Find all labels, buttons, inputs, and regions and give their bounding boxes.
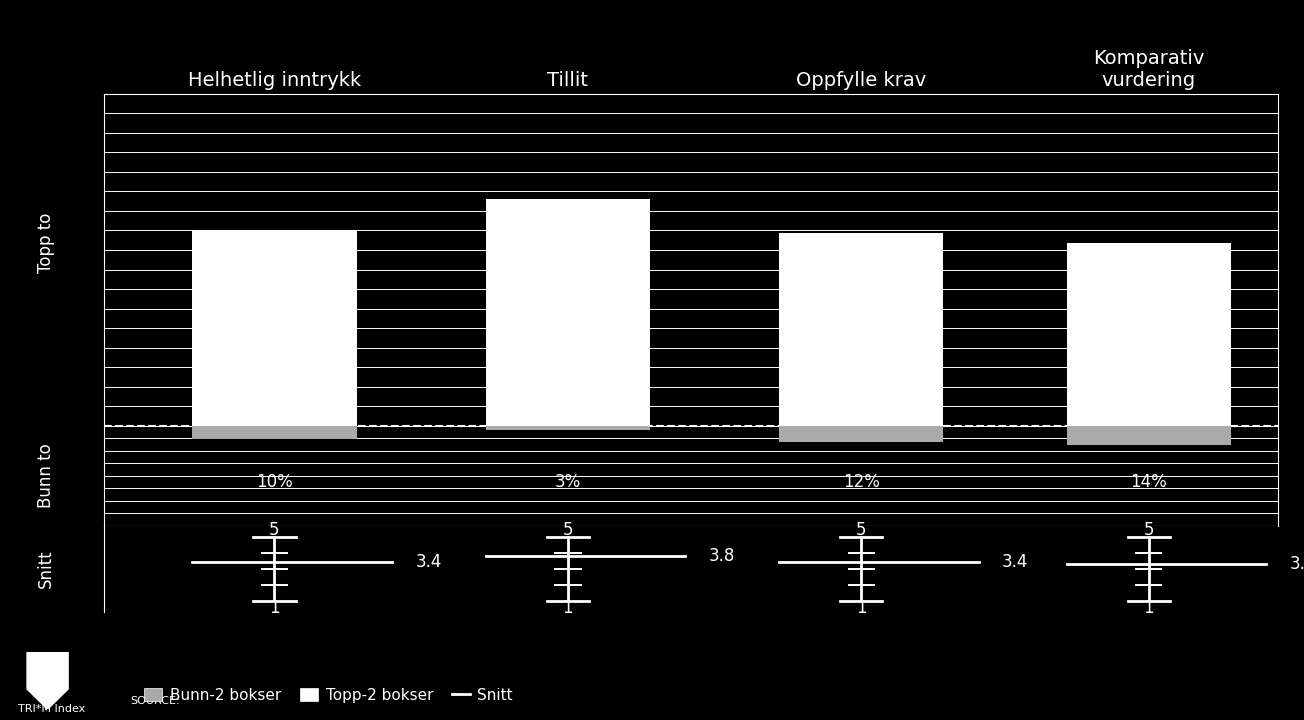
Text: Tillit: Tillit — [548, 71, 588, 90]
Text: 1: 1 — [1144, 599, 1154, 617]
Text: 5: 5 — [562, 521, 574, 539]
Text: SOURCE:: SOURCE: — [130, 696, 180, 706]
Text: 3.3: 3.3 — [1290, 555, 1304, 573]
Bar — [1067, 426, 1231, 444]
Bar — [193, 230, 357, 426]
Text: 12%: 12% — [842, 474, 880, 491]
Text: Helhetlig inntrykk: Helhetlig inntrykk — [188, 71, 361, 90]
Legend: Bunn-2 bokser, Topp-2 bokser, Snitt: Bunn-2 bokser, Topp-2 bokser, Snitt — [138, 681, 519, 708]
Text: 5: 5 — [269, 521, 280, 539]
Text: 3%: 3% — [554, 474, 582, 491]
Text: 5: 5 — [855, 521, 867, 539]
Bar — [193, 426, 357, 439]
Text: 14%: 14% — [1131, 474, 1167, 491]
Text: 3.8: 3.8 — [709, 547, 735, 565]
Bar — [486, 199, 651, 426]
Text: Oppfylle krav: Oppfylle krav — [797, 71, 926, 90]
Bar — [780, 426, 944, 442]
Text: Snitt: Snitt — [37, 549, 55, 588]
Text: 5: 5 — [1144, 521, 1154, 539]
Bar — [486, 426, 651, 430]
Text: 1: 1 — [855, 599, 867, 617]
Text: Topp to: Topp to — [37, 213, 55, 274]
Bar — [780, 233, 944, 426]
Text: Bunn to: Bunn to — [37, 444, 55, 508]
Text: 1: 1 — [562, 599, 574, 617]
Text: 3.4: 3.4 — [1003, 554, 1029, 572]
Polygon shape — [27, 652, 68, 709]
Text: 3.4: 3.4 — [416, 554, 442, 572]
Text: TRI*M Index: TRI*M Index — [18, 704, 86, 714]
Bar — [1067, 243, 1231, 426]
Text: 1: 1 — [269, 599, 280, 617]
Text: Komparativ
vurdering: Komparativ vurdering — [1093, 49, 1205, 90]
Text: 10%: 10% — [256, 474, 293, 491]
